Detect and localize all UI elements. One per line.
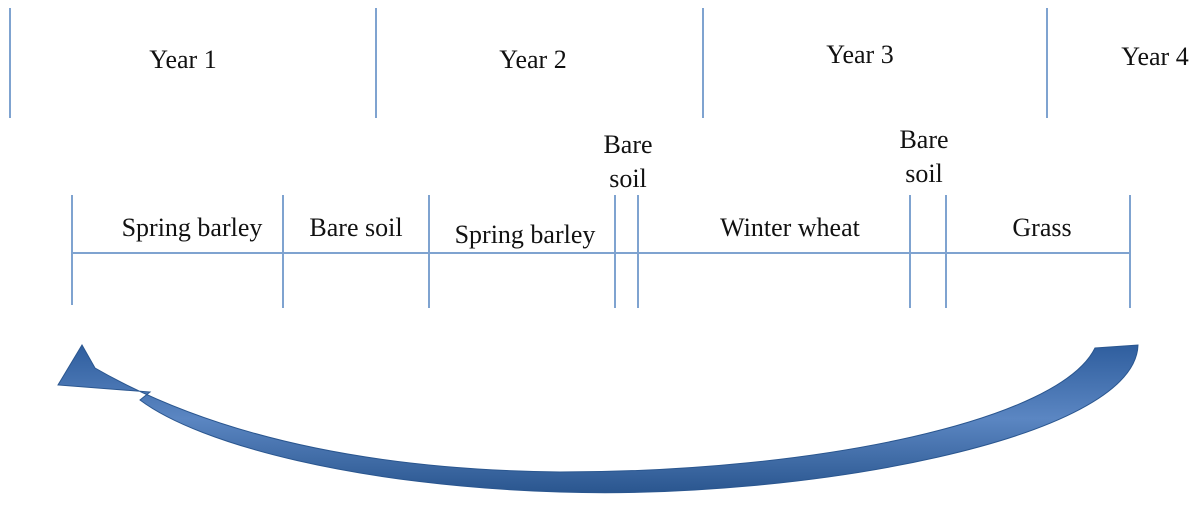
crop-label: Grass [1012,213,1072,242]
year-dividers [9,8,1048,118]
crop-label: Spring barley [121,213,263,242]
crop-timeline [71,195,1131,308]
crop-label: Bare soil [603,130,653,193]
crop-label: Bare soil [309,213,403,242]
cycle-arrow [57,344,1139,494]
crop-label: Spring barley [454,220,596,249]
crop-label: Bare soil [899,125,949,188]
crop-label: Winter wheat [720,213,860,242]
year-label: Year 1 [149,45,217,74]
year-label: Year 2 [499,45,567,74]
year-label: Year 3 [826,40,894,69]
year-label: Year 4 [1121,42,1189,71]
